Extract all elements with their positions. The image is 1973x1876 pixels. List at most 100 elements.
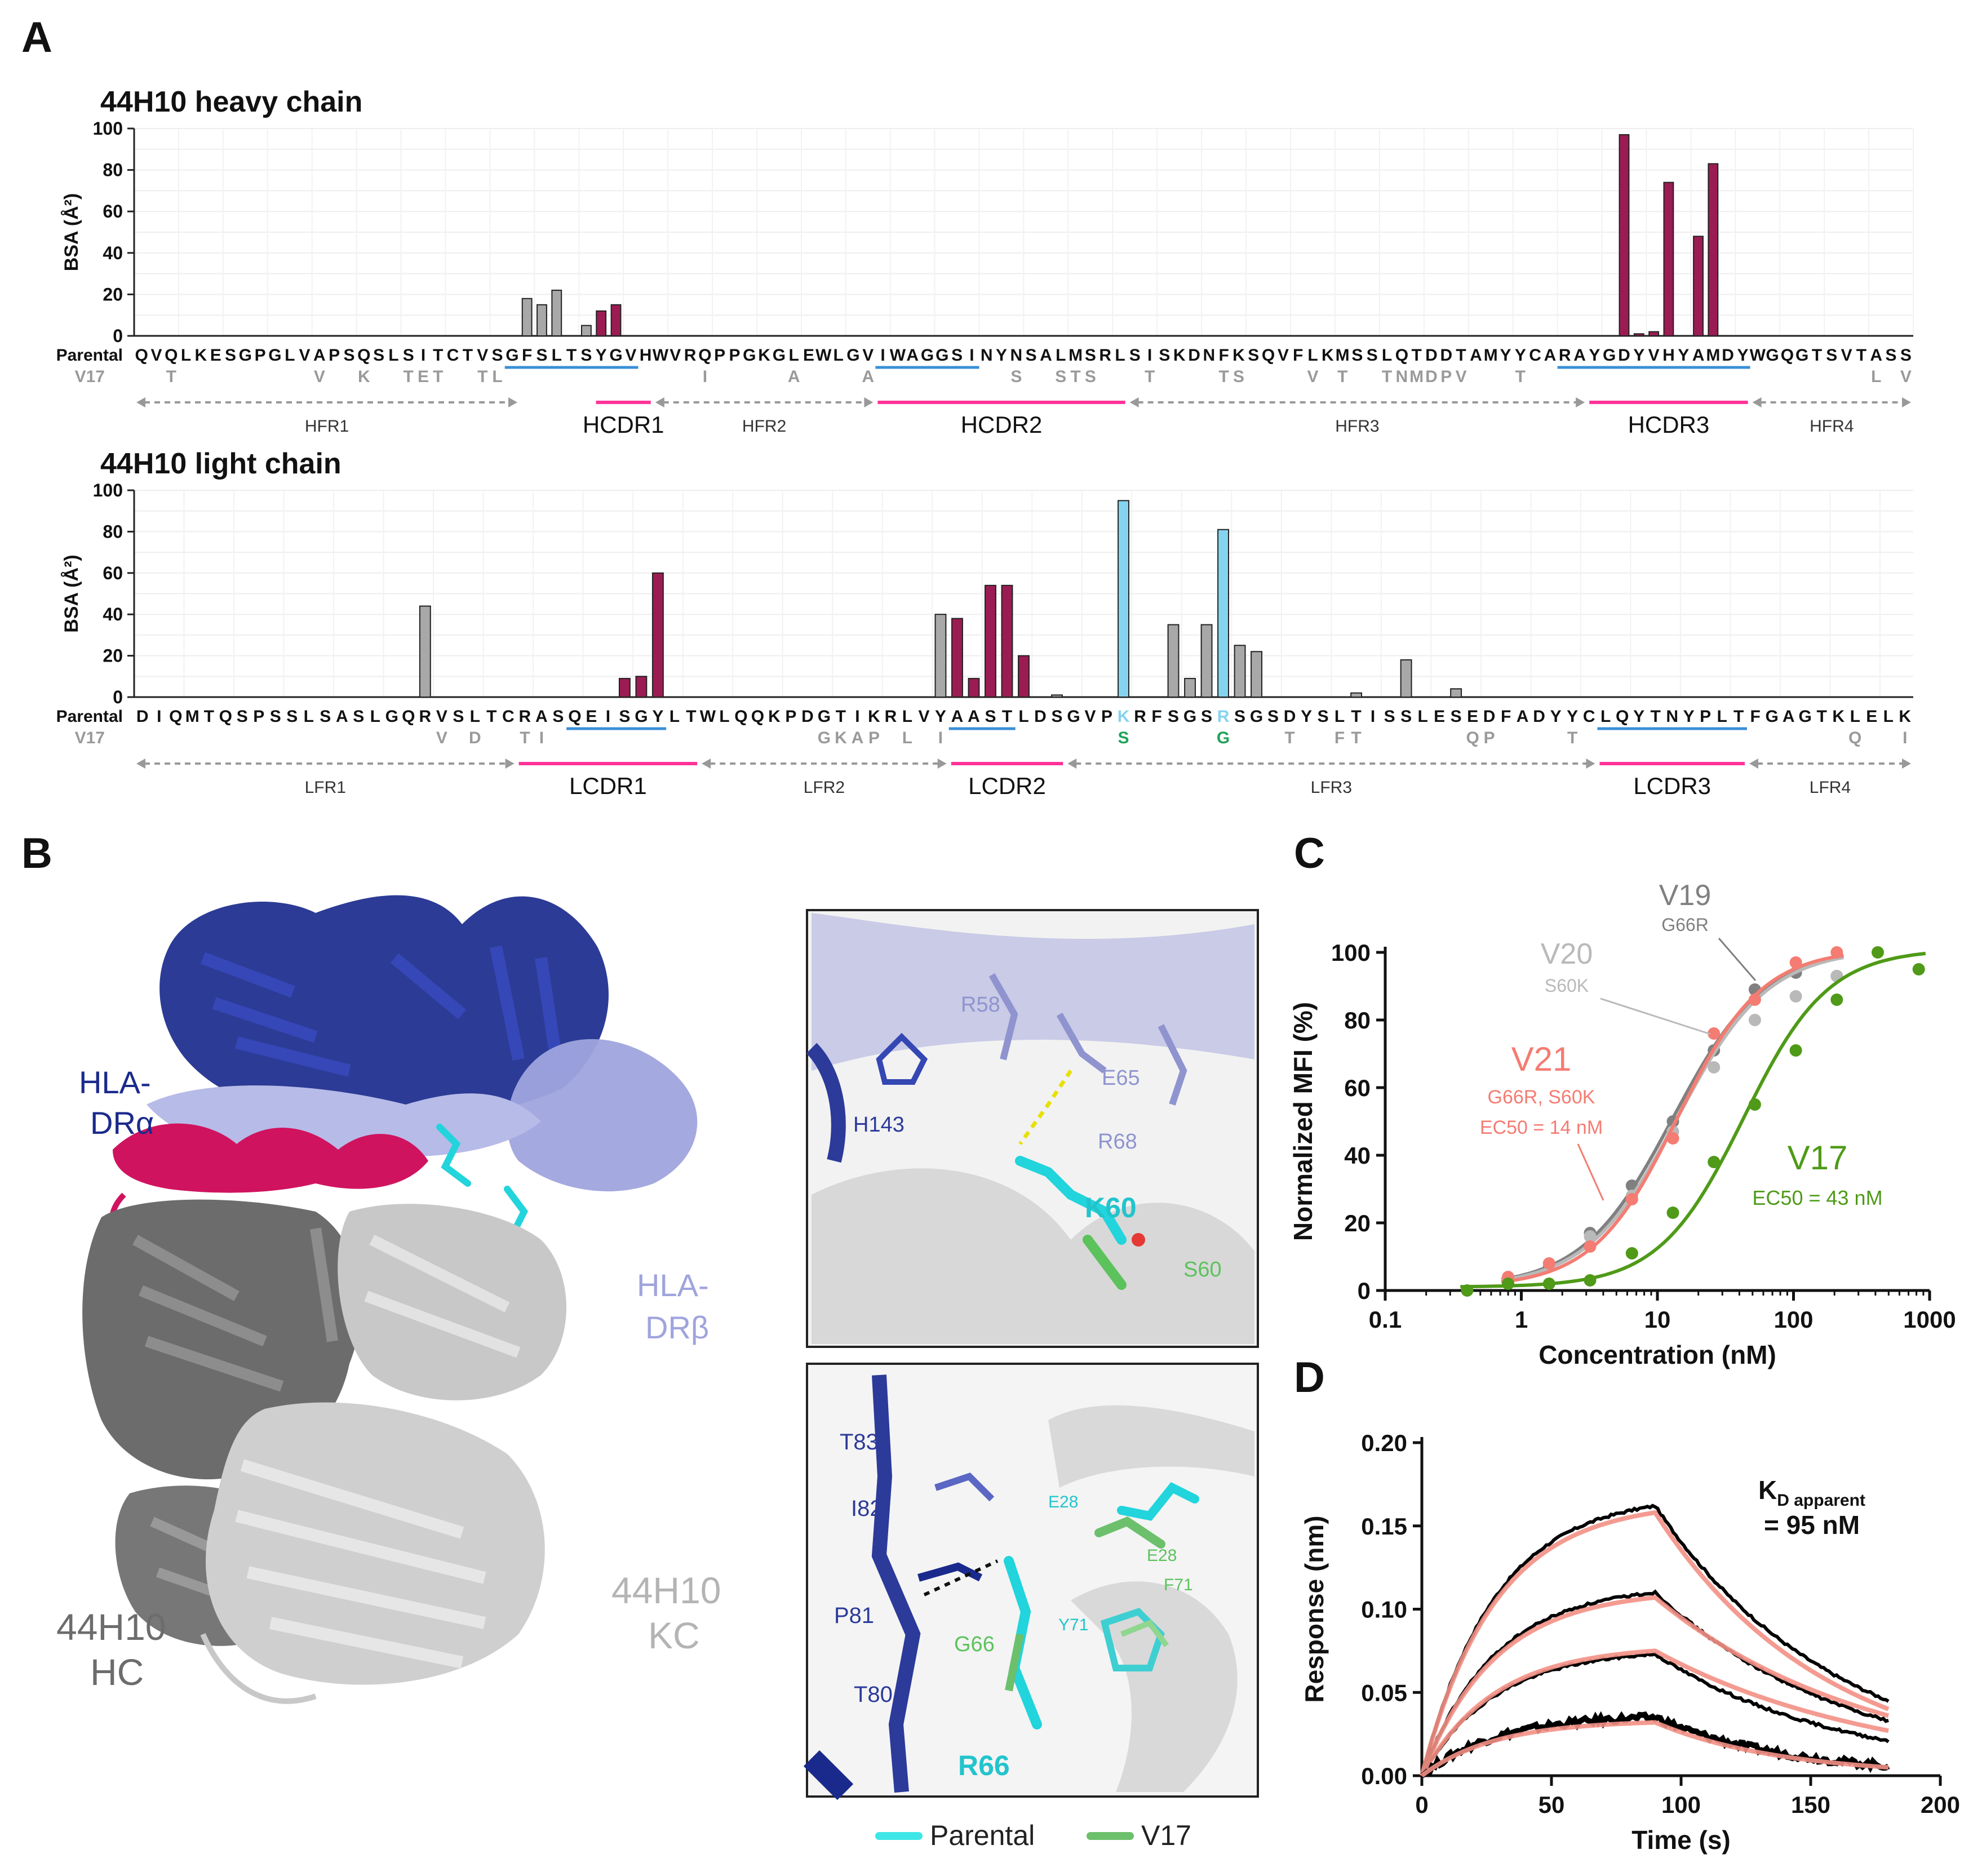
binding-curve-chart: 0 20 40 60 80 100 0.1 1 10 100 1000 Concentration (…	[1288, 879, 1956, 1369]
parental-residue: N	[1203, 346, 1216, 365]
v17-residue: T	[1351, 729, 1361, 747]
fr-arrow-right	[1902, 759, 1911, 769]
v17-residue: P	[868, 729, 880, 747]
cdr-region-label: LCDR2	[968, 773, 1046, 799]
panel-d-letter: D	[1294, 1354, 1325, 1402]
parental-residue: V	[1278, 346, 1289, 365]
c-label-v20: V20	[1541, 938, 1593, 970]
parental-residue: A	[1040, 346, 1052, 365]
c-point-v17	[1789, 1044, 1802, 1057]
parental-residue: F	[1750, 707, 1761, 726]
fr-region-label: HFR4	[1810, 417, 1854, 436]
v17-residue: I	[539, 729, 544, 747]
v17-residue: Q	[1466, 729, 1479, 747]
y-axis-label: BSA (Å²)	[61, 555, 82, 633]
d-y-tick-label: 0.10	[1361, 1596, 1407, 1623]
v17-residue: V	[1456, 367, 1467, 386]
bsa-bar	[419, 605, 431, 698]
parental-residue: G	[1603, 346, 1616, 365]
d-fit-line	[1420, 1510, 1890, 1777]
parental-residue: Q	[169, 707, 182, 726]
c-point-v17	[1502, 1278, 1515, 1290]
d-y-axis-label: Response (nm)	[1300, 1515, 1329, 1702]
parental-residue: S	[320, 707, 331, 726]
v17-residue: T	[166, 367, 176, 386]
parental-residue: E	[210, 346, 221, 365]
d-trace	[1420, 1589, 1889, 1776]
parental-residue: Q	[734, 707, 747, 726]
c-x-tick-label: 10	[1644, 1306, 1671, 1333]
parental-residue: D	[1034, 707, 1047, 726]
parental-residue: M	[1336, 346, 1350, 365]
parental-residue: S	[1451, 707, 1462, 726]
parental-residue: G	[1766, 707, 1779, 726]
parental-residue: G	[239, 346, 252, 365]
parental-residue: S	[1129, 346, 1141, 365]
v17-residue: E	[418, 367, 429, 386]
kc-label: 44H10	[611, 1569, 721, 1611]
parental-residue: P	[329, 346, 340, 365]
label-e65: E65	[1102, 1066, 1140, 1090]
parental-residue: Y	[935, 707, 946, 726]
bsa-bar	[596, 310, 607, 337]
parental-residue: Q	[219, 707, 232, 726]
parental-residue: Y	[1301, 707, 1312, 726]
y-tick-label: 20	[103, 284, 123, 304]
bsa-bar	[551, 290, 562, 336]
y-axis-label: BSA (Å²)	[61, 193, 82, 272]
parental-residue: G	[1183, 707, 1196, 726]
bsa-bar	[968, 677, 980, 698]
d-fit-line	[1420, 1595, 1890, 1777]
parental-residue: N	[1010, 346, 1023, 365]
parental-residue: T	[566, 346, 577, 365]
c-label-v20-sub: S60K	[1545, 975, 1589, 996]
bsa-bar	[610, 304, 622, 336]
parental-residue: A	[951, 707, 964, 726]
parental-residue: S	[270, 707, 281, 726]
bsa-bar	[1648, 331, 1660, 337]
label-h143: H143	[853, 1113, 905, 1137]
c-y-axis-label: Normalized MFI (%)	[1288, 1002, 1318, 1241]
fr-arrow-right	[1902, 397, 1911, 407]
panel-a-letter: A	[21, 14, 52, 61]
parental-residue: S	[1900, 346, 1912, 365]
parental-residue: L	[552, 346, 562, 365]
c-y-tick-label: 60	[1344, 1075, 1371, 1101]
parental-residue: D	[1425, 346, 1438, 365]
parental-residue: S	[1234, 707, 1245, 726]
c-point-v17	[1748, 1098, 1761, 1111]
parental-residue: P	[714, 346, 725, 365]
v17-residue: T	[477, 367, 487, 386]
hc-label: 44H10	[56, 1606, 166, 1648]
parental-residue: Q	[698, 346, 711, 365]
parental-residue: A	[1544, 346, 1557, 365]
parental-residue: M	[185, 707, 199, 726]
parental-residue: Y	[1500, 346, 1511, 365]
bsa-bar	[1118, 500, 1129, 698]
parental-residue: D	[1440, 346, 1452, 365]
parental-residue: V	[625, 346, 636, 365]
label-i82: I82	[851, 1496, 883, 1521]
parental-residue: S	[492, 346, 503, 365]
kc-label-2: KC	[648, 1615, 700, 1656]
cdr-region-label: HCDR1	[583, 411, 664, 438]
v17-residue: T	[1145, 367, 1155, 386]
label-r68: R68	[1098, 1130, 1137, 1154]
parental-residue: L	[388, 346, 398, 365]
parental-residue: V	[436, 707, 447, 726]
bsa-bar	[1633, 333, 1644, 337]
v17-residue: K	[358, 367, 370, 386]
y-tick-label: 0	[113, 687, 123, 707]
parental-residue: L	[1717, 707, 1727, 726]
parental-residue: S	[1168, 707, 1179, 726]
hla-drb-label: HLA-	[637, 1267, 709, 1303]
parental-residue: Y	[1633, 707, 1644, 726]
y-tick-label: 60	[103, 563, 123, 583]
v17-residue: S	[1233, 367, 1244, 386]
parental-residue: Q	[135, 346, 148, 365]
c-point-v21	[1625, 1193, 1638, 1205]
label-r58: R58	[961, 993, 1000, 1017]
label-e28-parental: E28	[1048, 1493, 1078, 1511]
c-point-v21	[1708, 1027, 1721, 1040]
c-label-v21-sub: G66R, S60K	[1488, 1086, 1595, 1108]
